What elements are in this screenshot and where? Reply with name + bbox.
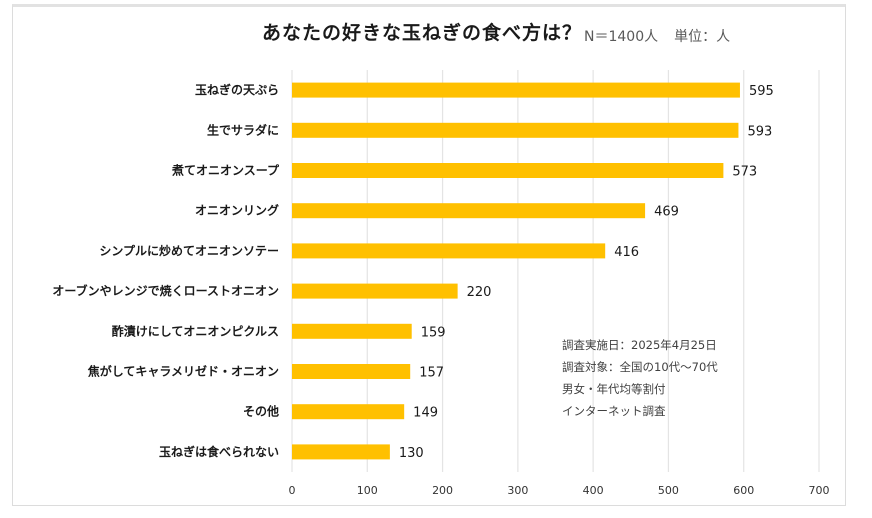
chart-title: あなたの好きな玉ねぎの食べ方は？ — [262, 22, 583, 44]
category-label: シンプルに炒めてオニオンソテー — [99, 243, 279, 258]
x-tick-label: 100 — [357, 484, 378, 497]
bars — [292, 82, 740, 460]
bar — [292, 163, 724, 178]
category-label: 玉ねぎの天ぷら — [195, 82, 279, 97]
note-survey-target: 調査対象：全国の10代〜70代 — [562, 360, 718, 374]
data-label: 416 — [614, 245, 639, 260]
x-tick-label: 700 — [809, 484, 830, 497]
value-labels: 595 593 573 469 416 220 159 157 149 130 — [399, 84, 774, 461]
category-labels: 玉ねぎの天ぷら生でサラダに煮てオニオンスープオニオンリングシンプルに炒めてオニオ… — [52, 82, 280, 459]
data-label: 220 — [467, 285, 492, 300]
x-tick-label: 200 — [432, 484, 453, 497]
category-label: オーブンやレンジで焼くローストオニオン — [52, 283, 279, 298]
x-tick-label: 600 — [733, 484, 754, 497]
bar — [292, 82, 740, 98]
sample-size: N＝1400人 — [584, 29, 659, 45]
bar — [292, 243, 606, 259]
data-label: 573 — [732, 165, 757, 180]
bar — [292, 444, 390, 460]
data-label: 469 — [654, 205, 679, 220]
bar — [292, 122, 739, 138]
data-label: 593 — [747, 124, 772, 139]
data-label: 130 — [399, 446, 424, 461]
data-label: 149 — [413, 406, 438, 421]
note-survey-date: 調査実施日：2025年4月25日 — [562, 338, 717, 352]
data-label: 159 — [421, 325, 446, 340]
survey-notes: 調査実施日：2025年4月25日 調査対象：全国の10代〜70代 男女・年代均等… — [562, 334, 718, 422]
bar — [292, 364, 411, 379]
bar — [292, 404, 405, 420]
note-allocation: 男女・年代均等割付 — [562, 382, 666, 396]
category-label: 煮てオニオンスープ — [171, 163, 280, 178]
x-tick-labels: 0 100 200 300 400 500 600 700 — [289, 484, 830, 497]
bar — [292, 283, 458, 299]
category-label: 生でサラダに — [207, 122, 279, 137]
x-tick-label: 0 — [289, 484, 296, 497]
x-tick-label: 500 — [658, 484, 679, 497]
x-tick-label: 300 — [507, 484, 528, 497]
chart-meta: N＝1400人 単位：人 — [584, 26, 730, 46]
unit-label: 単位：人 — [674, 29, 731, 45]
bar — [292, 203, 646, 219]
data-label: 157 — [419, 366, 444, 381]
category-label: オニオンリング — [195, 203, 279, 218]
category-label: 焦がしてキャラメリゼド・オニオン — [87, 364, 279, 379]
category-label: 玉ねぎは食べられない — [159, 444, 279, 459]
note-method: インターネット調査 — [562, 404, 666, 418]
category-label: 酢漬けにしてオニオンピクルス — [112, 323, 279, 338]
bar — [292, 323, 412, 339]
data-label: 595 — [749, 84, 774, 99]
category-label: その他 — [243, 404, 279, 419]
x-tick-label: 400 — [583, 484, 604, 497]
